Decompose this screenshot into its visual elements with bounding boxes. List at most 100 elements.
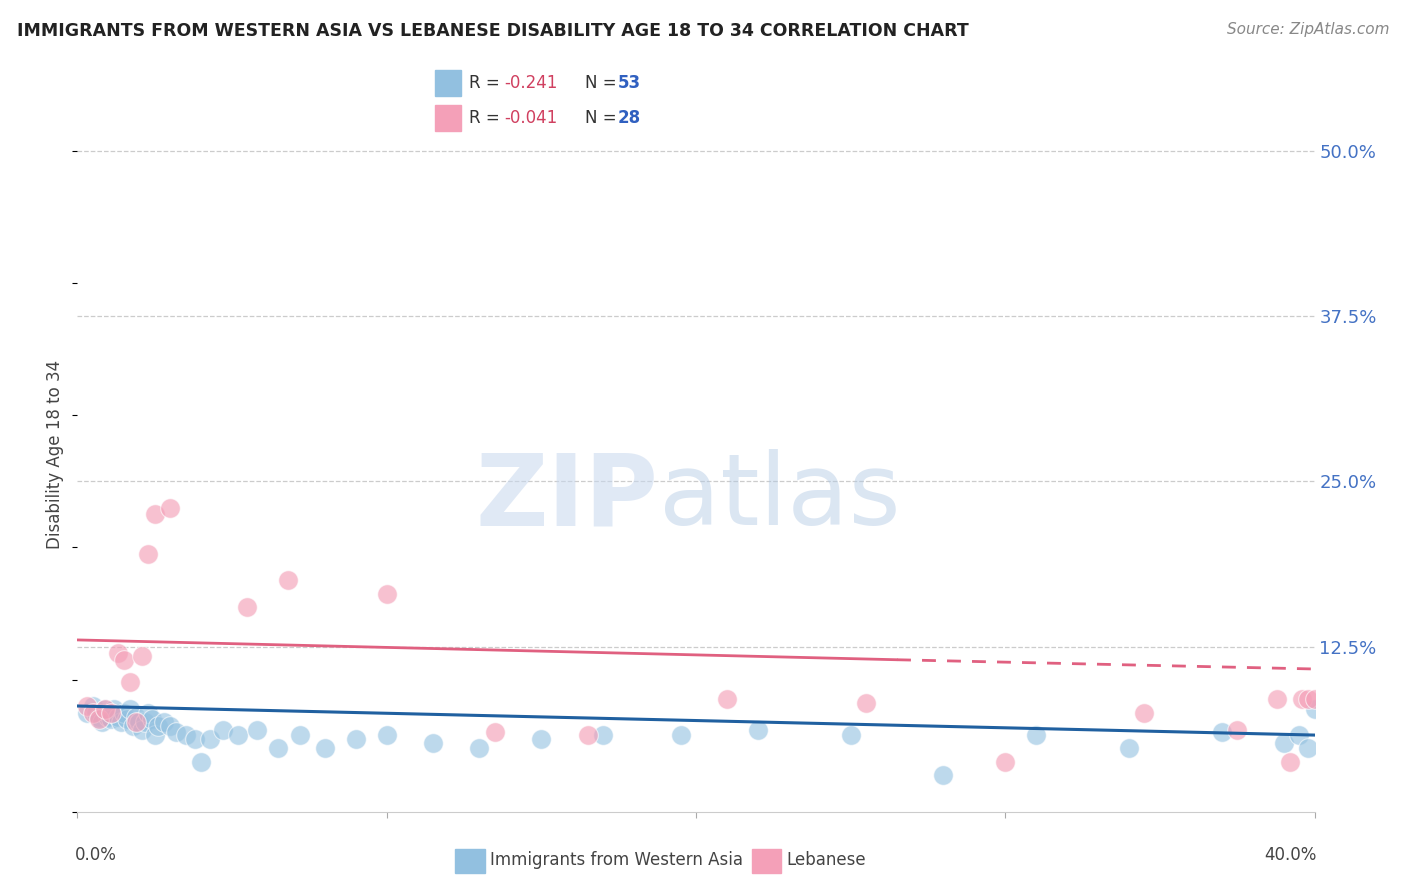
Point [1303,692,1326,706]
Point [82,698,104,713]
Point [1298,692,1320,706]
Text: 28: 28 [617,109,641,127]
Point [115,712,138,726]
Point [1291,692,1313,706]
Point [190,755,212,769]
Point [226,728,249,742]
Point [200,732,222,747]
Point [1298,741,1320,756]
Point [153,714,176,729]
FancyBboxPatch shape [456,848,485,873]
Point [125,714,148,729]
Point [87,709,110,723]
Point [422,736,444,750]
Point [1303,701,1326,715]
Point [76,706,98,720]
Text: N =: N = [585,109,623,127]
Point [375,728,398,742]
FancyBboxPatch shape [752,848,782,873]
Point [669,728,692,742]
Point [146,719,169,733]
Text: 0.0%: 0.0% [75,846,117,864]
Point [314,741,336,756]
Point [277,574,299,588]
Text: atlas: atlas [659,450,900,546]
Point [716,692,738,706]
Point [118,675,141,690]
Point [107,646,129,660]
Point [128,714,150,729]
Point [76,698,98,713]
Point [94,701,117,715]
Point [1133,706,1156,720]
Point [1278,755,1301,769]
Point [576,728,599,742]
Text: -0.041: -0.041 [505,109,557,127]
Text: IMMIGRANTS FROM WESTERN ASIA VS LEBANESE DISABILITY AGE 18 TO 34 CORRELATION CHA: IMMIGRANTS FROM WESTERN ASIA VS LEBANESE… [17,22,969,40]
Point [174,728,197,742]
Point [1272,736,1295,750]
Point [165,725,187,739]
Point [288,728,311,742]
Point [107,709,129,723]
Point [839,728,862,742]
Text: N =: N = [585,74,623,92]
Point [267,741,290,756]
Text: Immigrants from Western Asia: Immigrants from Western Asia [491,851,742,869]
Point [112,653,135,667]
Point [125,709,148,723]
Point [1211,725,1233,739]
Point [100,706,122,720]
Point [131,723,153,737]
Point [159,500,181,515]
Point [236,599,259,614]
Y-axis label: Disability Age 18 to 34: Disability Age 18 to 34 [46,360,65,549]
Text: Source: ZipAtlas.com: Source: ZipAtlas.com [1226,22,1389,37]
Point [82,706,104,720]
Text: R =: R = [468,74,505,92]
Point [484,725,506,739]
Point [592,728,614,742]
Point [211,723,233,737]
Point [100,712,122,726]
Point [375,587,398,601]
Point [468,741,491,756]
Point [747,723,769,737]
Text: Lebanese: Lebanese [786,851,866,869]
FancyBboxPatch shape [434,105,461,130]
Point [1288,728,1310,742]
Point [994,755,1017,769]
Point [855,697,877,711]
Point [143,728,166,742]
Point [143,508,166,522]
Text: -0.241: -0.241 [505,74,558,92]
Point [141,712,163,726]
Text: 53: 53 [617,74,641,92]
Point [530,732,553,747]
Point [138,547,160,561]
Point [1267,692,1289,706]
Point [138,706,160,720]
Point [184,732,207,747]
Point [87,712,110,726]
Point [118,701,141,715]
Text: R =: R = [468,109,505,127]
Point [246,723,269,737]
Point [131,648,153,663]
Point [932,768,955,782]
Point [134,714,156,729]
Point [97,709,120,723]
Point [122,719,145,733]
Text: 40.0%: 40.0% [1265,846,1317,864]
Point [103,701,125,715]
Point [84,706,107,720]
Point [91,714,114,729]
Point [1118,741,1140,756]
Point [1226,723,1249,737]
Point [1025,728,1047,742]
Point [94,701,117,715]
Text: ZIP: ZIP [477,450,659,546]
Point [110,714,132,729]
Point [159,719,181,733]
FancyBboxPatch shape [434,70,461,95]
